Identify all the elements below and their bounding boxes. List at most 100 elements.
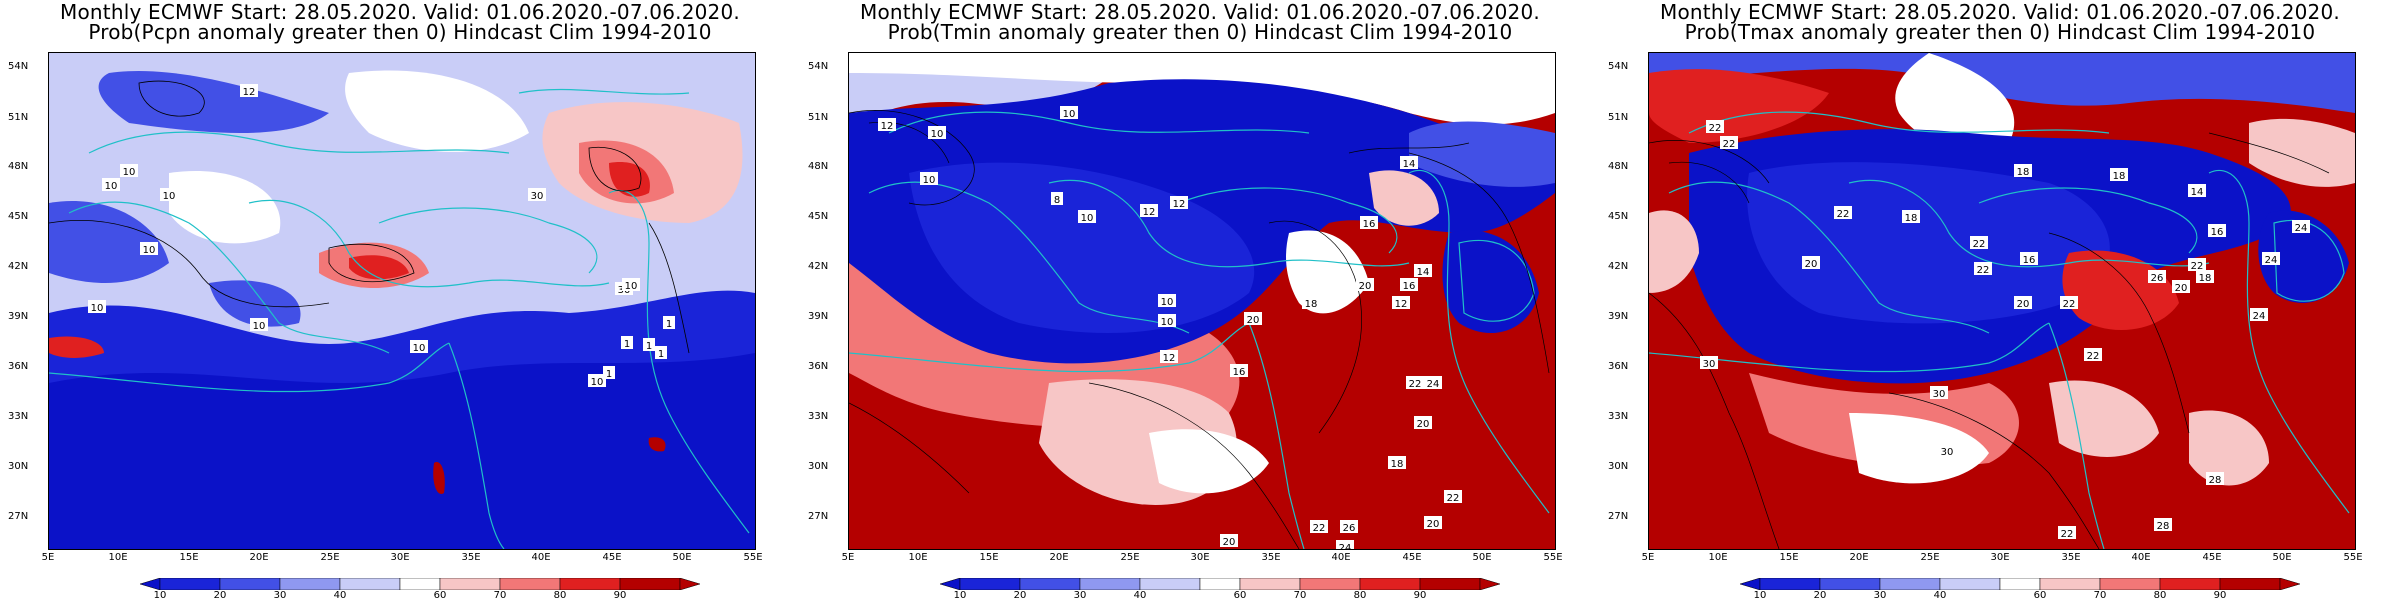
- svg-text:22: 22: [1313, 523, 1326, 534]
- map-tmin: 10 12 10 10 12 10 8 12 14 16 10 10 12 16 14 12 20 18 16 20 2…: [848, 52, 1556, 550]
- contour-label: 24: [1336, 540, 1354, 549]
- panel-title-line1: Monthly ECMWF Start: 28.05.2020. Valid: …: [860, 0, 1540, 24]
- contour-label: 10: [88, 300, 106, 314]
- lon-label: 5E: [1641, 552, 1655, 563]
- lon-label: 20E: [1049, 552, 1069, 563]
- lat-label: 27N: [8, 511, 29, 522]
- panel-precipitation: Monthly ECMWF Start: 28.05.2020. Valid: …: [0, 0, 800, 601]
- lon-label: 10E: [908, 552, 928, 563]
- contour-label: 22: [2060, 296, 2078, 310]
- svg-text:22: 22: [1837, 209, 1850, 220]
- contour-label: 20: [1802, 256, 1820, 270]
- contour-label: 22: [2188, 258, 2206, 272]
- panel-title-line2: Prob(Pcpn anomaly greater then 0) Hindca…: [88, 20, 712, 44]
- lon-label: 15E: [1779, 552, 1799, 563]
- colorbar-label: 90: [1413, 590, 1427, 601]
- lat-label: 39N: [1608, 311, 1629, 322]
- contour-label: 1: [663, 316, 675, 330]
- contour-label: 8: [1051, 192, 1063, 206]
- svg-text:20: 20: [1223, 537, 1236, 548]
- contour-label: 22: [2084, 348, 2102, 362]
- colorbar-label: 60: [2033, 590, 2047, 601]
- svg-text:12: 12: [881, 121, 894, 132]
- colorbar: [1740, 578, 2300, 590]
- lon-label: 55E: [743, 552, 763, 563]
- colorbar-label: 80: [2153, 590, 2167, 601]
- contour-label: 10: [410, 340, 428, 354]
- svg-text:22: 22: [1447, 493, 1460, 504]
- svg-text:18: 18: [1905, 213, 1918, 224]
- lat-label: 30N: [1608, 461, 1629, 472]
- panel-tmin: Monthly ECMWF Start: 28.05.2020. Valid: …: [800, 0, 1600, 601]
- contour-label: 10: [1158, 294, 1176, 308]
- svg-text:20: 20: [1417, 419, 1430, 430]
- contour-label: 20: [1424, 516, 1442, 530]
- contour-label: 12: [878, 118, 896, 132]
- contour-label: 18: [1388, 456, 1406, 470]
- lon-label: 50E: [1472, 552, 1492, 563]
- svg-text:10: 10: [1161, 297, 1174, 308]
- lon-label: 10E: [108, 552, 128, 563]
- contour-label: 20: [2014, 296, 2032, 310]
- lon-label: 45E: [1402, 552, 1422, 563]
- colorbar-label: 40: [333, 590, 347, 601]
- contour-label: 26: [2148, 270, 2166, 284]
- colorbar-label: 40: [1933, 590, 1947, 601]
- lat-label: 36N: [1608, 361, 1629, 372]
- svg-text:12: 12: [1143, 207, 1156, 218]
- svg-text:20: 20: [2175, 283, 2188, 294]
- lat-label: 54N: [808, 61, 829, 72]
- lat-label: 48N: [808, 161, 829, 172]
- contour-label: 16: [2020, 252, 2038, 266]
- svg-text:30: 30: [531, 191, 544, 202]
- contour-label: 16: [1360, 216, 1378, 230]
- svg-text:26: 26: [1343, 523, 1356, 534]
- contour-label: 22: [1834, 206, 1852, 220]
- contour-label: 12: [1140, 204, 1158, 218]
- svg-text:14: 14: [2191, 187, 2204, 198]
- svg-text:18: 18: [1305, 299, 1318, 310]
- lat-label: 33N: [8, 411, 29, 422]
- contour-label: 1: [603, 366, 615, 380]
- contour-label: 30: [528, 188, 546, 202]
- lat-label: 36N: [808, 361, 829, 372]
- lat-label: 39N: [808, 311, 829, 322]
- panel-title-line1: Monthly ECMWF Start: 28.05.2020. Valid: …: [60, 0, 740, 24]
- contour-label: 12: [240, 84, 258, 98]
- contour-label: 18: [2196, 270, 2214, 284]
- contour-label: 10: [1078, 210, 1096, 224]
- lon-label: 40E: [531, 552, 551, 563]
- svg-text:22: 22: [1977, 265, 1990, 276]
- svg-text:30: 30: [1933, 389, 1946, 400]
- lon-label: 30E: [1190, 552, 1210, 563]
- contour-label: 20: [1356, 278, 1374, 292]
- lat-label: 42N: [8, 261, 29, 272]
- lat-label: 33N: [808, 411, 829, 422]
- lon-label: 30E: [1990, 552, 2010, 563]
- svg-text:30: 30: [1941, 447, 1954, 458]
- svg-text:20: 20: [1805, 259, 1818, 270]
- lon-label: 25E: [1920, 552, 1940, 563]
- svg-text:10: 10: [1161, 317, 1174, 328]
- svg-text:16: 16: [2211, 227, 2224, 238]
- svg-text:24: 24: [2253, 311, 2266, 322]
- contour-label: 16: [1230, 364, 1248, 378]
- contour-label: 26: [1340, 520, 1358, 534]
- svg-text:18: 18: [2113, 171, 2126, 182]
- lat-label: 48N: [1608, 161, 1629, 172]
- lat-label: 45N: [8, 211, 29, 222]
- colorbar: [140, 578, 700, 590]
- svg-text:16: 16: [1403, 281, 1416, 292]
- lon-label: 15E: [179, 552, 199, 563]
- colorbar-label: 70: [1293, 590, 1307, 601]
- svg-text:26: 26: [2151, 273, 2164, 284]
- contour-label: 10: [1060, 106, 1078, 120]
- lon-label: 55E: [2343, 552, 2363, 563]
- contour-label: 1: [621, 336, 633, 350]
- panel-title-line2: Prob(Tmin anomaly greater then 0) Hindca…: [887, 20, 1513, 44]
- contour-label: 22: [1444, 490, 1462, 504]
- lon-label: 20E: [1849, 552, 1869, 563]
- colorbar-label: 20: [1813, 590, 1827, 601]
- svg-text:10: 10: [413, 343, 426, 354]
- svg-text:14: 14: [1403, 159, 1416, 170]
